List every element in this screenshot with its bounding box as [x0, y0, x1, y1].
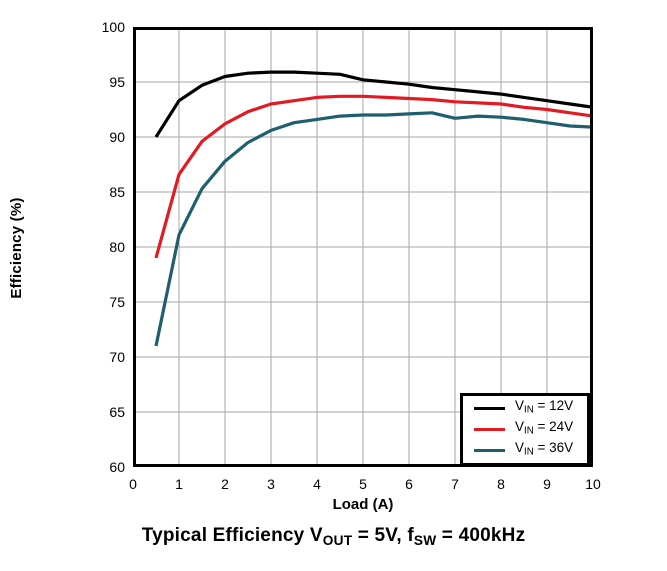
y-tick-label-85: 85 — [109, 184, 125, 200]
series-line-vin-24v — [154, 94, 593, 259]
legend: VIN = 12V VIN = 24V VIN = 36V — [460, 393, 590, 466]
plot-border — [133, 27, 593, 467]
x-tick-label-9: 9 — [543, 476, 551, 492]
x-tick-label-0: 0 — [129, 476, 137, 492]
y-tick-label-95: 95 — [109, 74, 125, 90]
legend-label: VIN = 12V — [515, 398, 574, 416]
y-tick-label-100: 100 — [101, 19, 125, 35]
legend-line-swatch-36v — [474, 449, 505, 452]
y-tick-label-65: 65 — [109, 404, 125, 420]
x-axis-title: Load (A) — [332, 496, 394, 513]
y-tick-label-90: 90 — [109, 129, 125, 145]
series-line-vin-12v — [154, 70, 593, 138]
legend-item-vin-12v: VIN = 12V — [474, 398, 587, 418]
x-tick-label-6: 6 — [405, 476, 413, 492]
legend-label: VIN = 24V — [515, 419, 574, 437]
y-tick-label-75: 75 — [109, 294, 125, 310]
y-tick-label-80: 80 — [109, 239, 125, 255]
x-tick-label-10: 10 — [585, 476, 601, 492]
x-tick-label-4: 4 — [313, 476, 321, 492]
x-tick-label-8: 8 — [497, 476, 505, 492]
legend-item-vin-36v: VIN = 36V — [474, 440, 587, 460]
series-line-vin-36v — [154, 111, 593, 347]
chart-title: Typical Efficiency VOUT = 5V, fSW = 400k… — [141, 525, 526, 548]
x-tick-label-7: 7 — [451, 476, 459, 492]
plot-area — [133, 27, 593, 467]
x-tick-label-1: 1 — [175, 476, 183, 492]
x-tick-label-5: 5 — [359, 476, 367, 492]
gridlines — [133, 27, 593, 467]
y-axis-title: Efficiency (%) — [8, 197, 25, 299]
legend-line-swatch-24v — [474, 428, 505, 431]
legend-line-swatch-12v — [474, 407, 505, 410]
legend-item-vin-24v: VIN = 24V — [474, 419, 587, 439]
y-tick-label-70: 70 — [109, 349, 125, 365]
x-tick-label-2: 2 — [221, 476, 229, 492]
x-tick-label-3: 3 — [267, 476, 275, 492]
legend-label: VIN = 36V — [515, 440, 574, 458]
y-tick-label-60: 60 — [109, 459, 125, 475]
